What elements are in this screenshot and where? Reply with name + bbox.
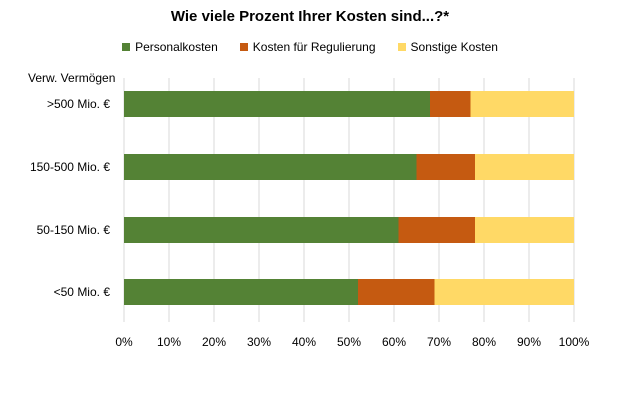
x-tick-label: 0% xyxy=(115,335,133,349)
bar-segment xyxy=(475,217,574,243)
bars xyxy=(124,91,574,305)
x-tick-label: 50% xyxy=(337,335,361,349)
y-axis-categories: >500 Mio. € 150-500 Mio. € 50-150 Mio. € <5… xyxy=(30,97,110,299)
bar-segment xyxy=(434,279,574,305)
legend: Personalkosten Kosten für Regulierung So… xyxy=(0,40,620,54)
x-tick-label: 30% xyxy=(247,335,271,349)
bar-segment xyxy=(124,279,358,305)
bar-segment xyxy=(124,154,417,180)
x-tick-label: 60% xyxy=(382,335,406,349)
legend-item-personalkosten: Personalkosten xyxy=(122,40,218,54)
legend-label-regulierung: Kosten für Regulierung xyxy=(252,40,376,54)
legend-label-sonstige: Sonstige Kosten xyxy=(410,40,498,54)
x-tick-label: 100% xyxy=(559,335,590,349)
bar-segment xyxy=(398,217,475,243)
y-axis-title: Verw. Vermögen xyxy=(28,71,115,85)
bar-segment xyxy=(124,217,399,243)
x-tick-label: 40% xyxy=(292,335,316,349)
bar-segment xyxy=(475,154,574,180)
legend-swatch-personalkosten xyxy=(122,43,131,51)
legend-swatch-sonstige xyxy=(397,43,406,51)
x-tick-label: 80% xyxy=(472,335,496,349)
legend-label-personalkosten: Personalkosten xyxy=(135,40,218,54)
legend-swatch-regulierung xyxy=(239,43,248,51)
legend-item-regulierung: Kosten für Regulierung xyxy=(239,40,376,54)
x-tick-label: 70% xyxy=(427,335,451,349)
x-tick-label: 90% xyxy=(517,335,541,349)
x-axis-ticks: 0% 10% 20% 30% 40% 50% 60% 70% 80% 90% 100% xyxy=(115,335,589,349)
x-tick-label: 10% xyxy=(157,335,181,349)
category-label: 50-150 Mio. € xyxy=(37,223,111,237)
bar-segment xyxy=(430,91,471,117)
category-label: >500 Mio. € xyxy=(47,97,110,111)
chart-title: Wie viele Prozent Ihrer Kosten sind...?* xyxy=(170,8,450,25)
bar-segment xyxy=(358,279,435,305)
x-tick-label: 20% xyxy=(202,335,226,349)
bar-segment xyxy=(416,154,475,180)
category-label: <50 Mio. € xyxy=(54,285,111,299)
category-label: 150-500 Mio. € xyxy=(30,160,110,174)
bar-segment xyxy=(470,91,574,117)
bar-segment xyxy=(124,91,430,117)
legend-item-sonstige: Sonstige Kosten xyxy=(397,40,498,54)
